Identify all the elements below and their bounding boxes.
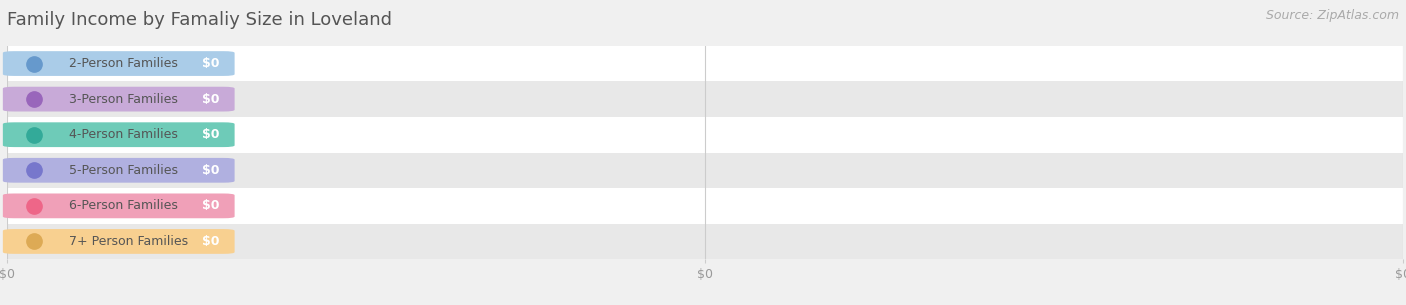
Text: 5-Person Families: 5-Person Families [69,164,179,177]
Text: 4-Person Families: 4-Person Families [69,128,179,141]
Text: 2-Person Families: 2-Person Families [69,57,179,70]
Text: 7+ Person Families: 7+ Person Families [69,235,188,248]
FancyBboxPatch shape [3,122,235,147]
Text: $0: $0 [201,57,219,70]
Text: Source: ZipAtlas.com: Source: ZipAtlas.com [1265,9,1399,22]
Text: $0: $0 [201,199,219,212]
FancyBboxPatch shape [3,158,235,183]
Bar [7,152,1403,188]
FancyBboxPatch shape [3,51,235,76]
Bar [7,46,1403,81]
Bar [7,188,1403,224]
FancyBboxPatch shape [3,193,235,218]
Text: 6-Person Families: 6-Person Families [69,199,179,212]
Text: $0: $0 [201,128,219,141]
Text: $0: $0 [201,93,219,106]
FancyBboxPatch shape [3,87,235,112]
Text: $0: $0 [201,164,219,177]
Text: Family Income by Famaliy Size in Loveland: Family Income by Famaliy Size in Lovelan… [7,11,392,29]
Bar [7,117,1403,152]
FancyBboxPatch shape [3,229,235,254]
Text: 3-Person Families: 3-Person Families [69,93,179,106]
Text: $0: $0 [201,235,219,248]
Bar [7,81,1403,117]
Bar [7,224,1403,259]
